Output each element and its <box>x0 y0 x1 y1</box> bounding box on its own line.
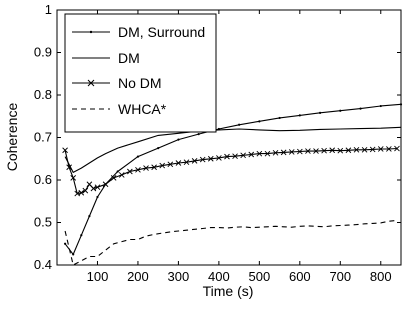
point-no-dm <box>264 150 271 157</box>
point-dm-surround <box>177 138 180 141</box>
series-line-no-dm <box>64 147 398 195</box>
legend-item-whca: WHCA* <box>72 101 167 117</box>
point-no-dm <box>361 147 368 153</box>
x-tick-label: 500 <box>249 269 271 284</box>
point-dm-surround <box>116 170 119 173</box>
point-no-dm <box>337 147 344 154</box>
legend-marker-dm-surround <box>89 30 93 34</box>
series-line-whca <box>64 219 398 266</box>
legend-marker-no-dm <box>87 79 95 87</box>
point-no-dm <box>248 151 255 158</box>
point-no-dm <box>394 145 400 152</box>
point-no-dm <box>345 147 352 154</box>
point-no-dm <box>272 149 279 156</box>
point-no-dm <box>151 164 157 171</box>
point-no-dm <box>321 147 327 154</box>
y-tick-label: 0.9 <box>34 45 52 60</box>
point-no-dm <box>288 149 295 155</box>
point-no-dm <box>135 166 141 173</box>
legend-box <box>64 13 217 133</box>
point-dm-surround <box>318 111 322 114</box>
point-no-dm <box>207 155 214 162</box>
x-tick-label: 200 <box>127 269 149 284</box>
legend-item-dm-surround: DM, Surround <box>72 24 205 40</box>
point-no-dm <box>118 172 125 178</box>
point-no-dm <box>297 148 303 155</box>
legend-label-dm: DM <box>118 50 140 66</box>
legend-label-dm-surround: DM, Surround <box>118 24 205 40</box>
point-no-dm <box>313 148 319 154</box>
point-no-dm <box>127 168 133 175</box>
point-no-dm <box>82 187 89 194</box>
point-no-dm <box>329 147 336 154</box>
y-tick-label: 0.7 <box>34 130 52 145</box>
point-dm-surround <box>63 242 67 245</box>
point-no-dm <box>256 150 263 157</box>
x-tick-label: 300 <box>168 269 190 284</box>
point-dm-surround <box>258 120 261 123</box>
y-tick-label: 0.6 <box>34 172 52 187</box>
legend-item-no-dm: No DM <box>72 75 162 91</box>
point-no-dm <box>240 152 246 159</box>
point-dm-surround <box>339 109 342 112</box>
point-no-dm <box>78 189 85 196</box>
point-no-dm <box>62 147 68 154</box>
point-dm-surround <box>278 116 281 120</box>
point-dm-surround <box>359 107 362 110</box>
point-no-dm <box>216 155 222 161</box>
point-no-dm <box>66 164 72 171</box>
point-no-dm <box>159 162 166 169</box>
point-no-dm <box>102 181 109 188</box>
point-no-dm <box>224 153 230 160</box>
y-tick-label: 1 <box>45 2 52 17</box>
point-dm-surround <box>197 133 200 136</box>
point-no-dm <box>175 160 182 166</box>
axis-ticks: 100 200 300 400 500 600 700 800 0.4 0.5 0.6 0.7 0.8 0… <box>34 2 401 284</box>
point-no-dm <box>353 147 360 153</box>
point-dm-surround <box>379 104 382 108</box>
x-tick-label: 100 <box>87 269 109 284</box>
y-tick-label: 0.4 <box>34 257 52 272</box>
point-no-dm <box>369 146 376 153</box>
x-tick-label: 600 <box>289 269 311 284</box>
point-dm-surround <box>88 215 91 218</box>
point-no-dm <box>305 148 311 154</box>
y-tick-label: 0.8 <box>34 87 52 102</box>
point-no-dm <box>280 149 287 156</box>
y-tick-label: 0.5 <box>34 215 52 230</box>
point-no-dm <box>232 153 238 160</box>
x-tick-label: 800 <box>370 269 392 284</box>
point-no-dm <box>90 185 97 192</box>
point-dm-surround <box>136 155 140 158</box>
point-no-dm <box>183 159 190 165</box>
point-no-dm <box>70 175 77 181</box>
y-axis-title: Coherence <box>4 103 20 172</box>
point-dm-surround <box>72 253 75 256</box>
legend-item-dm: DM <box>72 50 140 66</box>
point-dm-surround <box>80 234 83 237</box>
point-no-dm <box>199 156 206 163</box>
point-dm-surround <box>96 195 99 199</box>
point-no-dm <box>386 146 392 152</box>
legend-label-no-dm: No DM <box>118 75 162 91</box>
point-no-dm <box>377 146 384 152</box>
point-dm-surround <box>399 103 403 106</box>
point-dm-surround <box>157 147 160 150</box>
point-dm-surround <box>238 123 241 126</box>
point-dm-surround <box>298 114 301 117</box>
point-no-dm <box>110 175 117 181</box>
point-no-dm <box>143 165 149 171</box>
x-tick-label: 700 <box>329 269 351 284</box>
series-lines <box>62 103 403 266</box>
point-no-dm <box>167 161 174 168</box>
point-no-dm <box>94 184 101 191</box>
legend-label-whca: WHCA* <box>118 101 167 117</box>
point-no-dm <box>191 158 198 164</box>
legend: DM, Surround DM No DM WHCA* <box>64 13 217 133</box>
x-axis-title: Time (s) <box>203 283 254 299</box>
x-tick-label: 400 <box>208 269 230 284</box>
